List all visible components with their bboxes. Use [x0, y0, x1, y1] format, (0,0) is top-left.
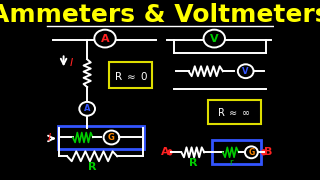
Text: R: R: [188, 158, 197, 168]
FancyBboxPatch shape: [208, 100, 261, 124]
Text: R $\approx$ $\infty$: R $\approx$ $\infty$: [217, 106, 251, 118]
Text: G: G: [248, 148, 254, 157]
Text: G: G: [108, 133, 115, 142]
Text: V: V: [243, 67, 249, 76]
Text: R $\approx$ 0: R $\approx$ 0: [114, 70, 148, 82]
Text: A: A: [101, 34, 109, 44]
Text: B: B: [264, 147, 272, 157]
Text: I: I: [48, 133, 51, 143]
Circle shape: [262, 150, 265, 155]
Text: I: I: [69, 58, 73, 68]
FancyBboxPatch shape: [58, 126, 144, 149]
Text: R: R: [88, 162, 96, 172]
Text: V: V: [210, 34, 219, 44]
Text: Ammeters & Voltmeters: Ammeters & Voltmeters: [0, 3, 320, 27]
Text: A: A: [84, 104, 91, 113]
Text: r: r: [229, 158, 232, 167]
Text: A: A: [161, 147, 169, 157]
FancyBboxPatch shape: [109, 62, 152, 88]
FancyBboxPatch shape: [212, 140, 261, 164]
Circle shape: [168, 150, 172, 155]
